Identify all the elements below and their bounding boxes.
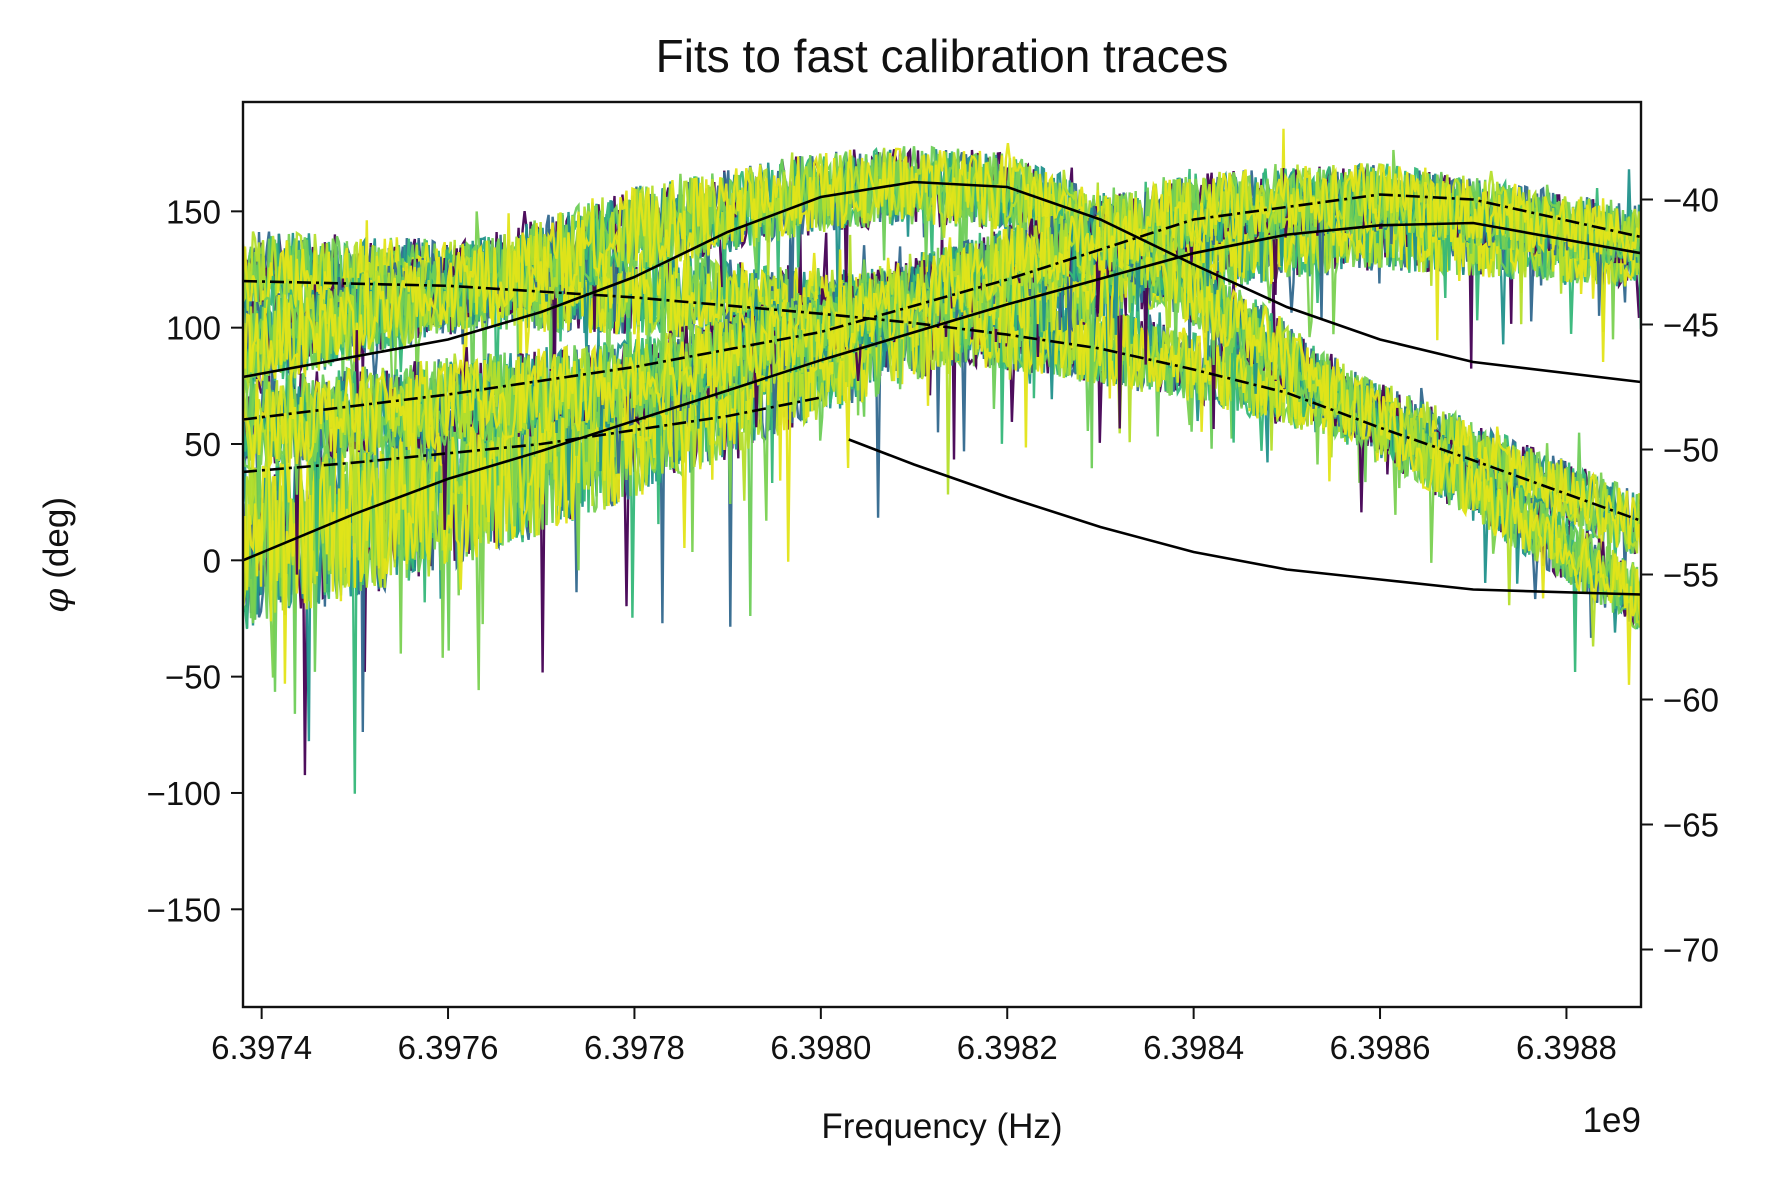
- x-offset-label: 1e9: [1583, 1101, 1641, 1140]
- y-tick-label-left: 50: [184, 426, 221, 463]
- trace-1-7: [243, 128, 1641, 684]
- x-tick-label: 6.3974: [211, 1029, 312, 1066]
- y-tick-label-left: 100: [166, 310, 221, 347]
- x-tick-label: 6.3976: [398, 1029, 499, 1066]
- y-tick-label-right: −45: [1663, 307, 1719, 344]
- x-tick-label: 6.3982: [957, 1029, 1058, 1066]
- x-tick-label: 6.3978: [584, 1029, 685, 1066]
- y-tick-label-right: −50: [1663, 432, 1719, 469]
- fit-line-5: [243, 193, 1641, 421]
- y-axis-right: −40 −45 −50 −55 −60 −65 −70: [1641, 182, 1719, 969]
- trace-3-7: [243, 163, 1641, 524]
- fit-line-4: [848, 438, 1641, 596]
- x-tick-label: 6.3984: [1143, 1029, 1244, 1066]
- fit-line-0: [243, 221, 1641, 562]
- fit-line-2: [243, 396, 822, 474]
- y-tick-label-left: 0: [203, 542, 221, 579]
- y-axis-left: 150 100 50 0 −50 −100 −150: [147, 193, 243, 928]
- x-tick-label: 6.3980: [770, 1029, 871, 1066]
- x-tick-label: 6.3988: [1516, 1029, 1617, 1066]
- y-tick-label-left: 150: [166, 193, 221, 230]
- trace-group: [243, 128, 1641, 794]
- x-tick-label: 6.3986: [1330, 1029, 1431, 1066]
- fit-line-3: [243, 180, 1641, 384]
- y-tick-label-right: −60: [1663, 682, 1719, 719]
- trace-2-5: [243, 148, 1641, 630]
- fit-line-1: [243, 279, 1641, 523]
- y-axis-label-unit: (deg): [37, 497, 76, 588]
- y-tick-label-left: −150: [147, 891, 221, 928]
- y-axis-label-symbol: φ: [37, 588, 77, 613]
- chart-title: Fits to fast calibration traces: [656, 30, 1229, 82]
- y-tick-label-right: −70: [1663, 932, 1719, 969]
- x-axis-label: Frequency (Hz): [821, 1107, 1062, 1146]
- fit-line-group: [243, 180, 1641, 596]
- trace-2-7: [243, 142, 1641, 685]
- x-axis: 6.3974 6.3976 6.3978 6.3980 6.3982 6.3984 6.39…: [211, 1007, 1617, 1066]
- y-tick-label-right: −55: [1663, 557, 1719, 594]
- y-tick-label-left: −100: [147, 775, 221, 812]
- y-axis-label: φ (deg): [37, 497, 77, 613]
- y-tick-label-right: −65: [1663, 807, 1719, 844]
- plot-frame: [241, 100, 1643, 1009]
- y-tick-label-left: −50: [165, 659, 221, 696]
- y-tick-label-right: −40: [1663, 182, 1719, 219]
